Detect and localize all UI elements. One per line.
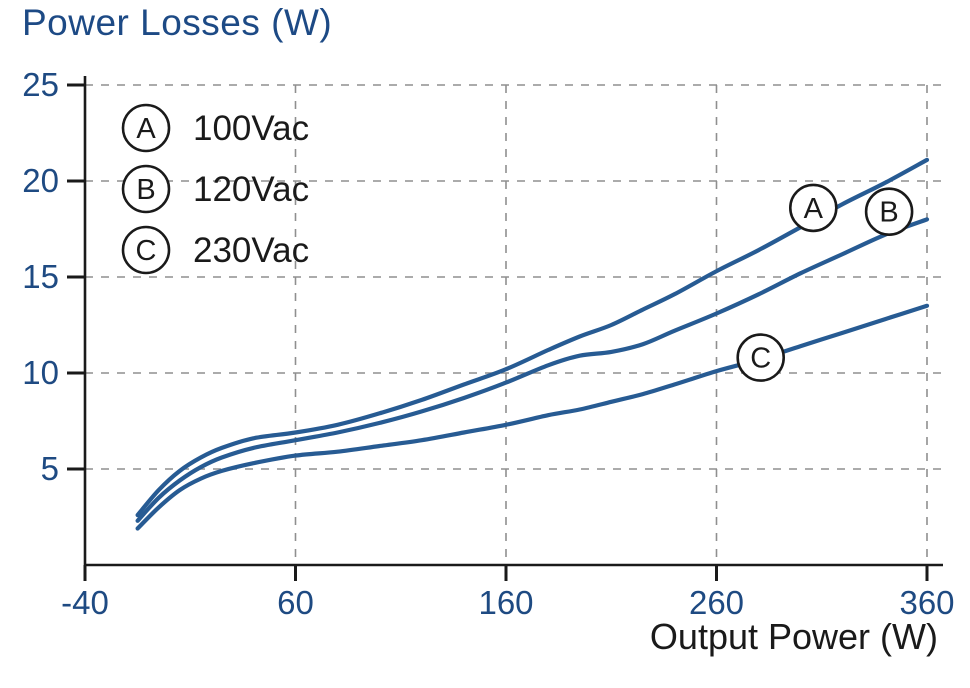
x-tick-label: -40 [61, 584, 109, 621]
tick-labels: 5 10 15 20 25 -40 60 160 260 360 [22, 66, 954, 621]
curve-label-A: A [788, 183, 838, 233]
y-tick-label: 5 [41, 450, 59, 487]
legend-marker-B: B [121, 164, 171, 214]
curve-label-B-circle [864, 187, 914, 236]
legend-marker-C-circle [121, 225, 171, 275]
axes [83, 76, 943, 567]
gridlines [85, 84, 943, 565]
curve-B [135, 217, 930, 523]
legend-marker-C-letter: C [136, 235, 157, 267]
y-tick-label: 25 [22, 66, 59, 103]
curve-labels: A B C [736, 183, 914, 382]
curve-label-A-circle [788, 183, 838, 233]
legend-marker-A-letter: A [136, 113, 156, 145]
curve-label-B: B [864, 187, 914, 236]
x-tick-label: 160 [478, 584, 533, 621]
legend: A 100Vac B 120Vac C 230Vac [121, 103, 309, 275]
legend-marker-B-letter: B [136, 174, 155, 206]
x-axis-label: Output Power (W) [649, 616, 938, 657]
curve-label-A-letter: A [804, 193, 824, 225]
y-tick-label: 15 [22, 258, 59, 295]
legend-text-C: 230Vac [193, 231, 309, 270]
x-tick-label: 360 [899, 584, 954, 621]
curve-A [135, 157, 930, 518]
legend-text-A: 100Vac [193, 109, 309, 148]
legend-text-B: 120Vac [193, 170, 309, 209]
tick-marks [67, 83, 929, 581]
curve-label-B-letter: B [879, 197, 898, 229]
x-tick-label: 60 [277, 584, 314, 621]
y-tick-label: 10 [22, 354, 59, 391]
curve-label-C: C [736, 333, 786, 382]
x-tick-label: 260 [689, 584, 744, 621]
y-tick-label: 20 [22, 162, 59, 199]
legend-marker-B-circle [121, 164, 171, 214]
curve-label-C-letter: C [750, 343, 771, 375]
legend-marker-A-circle [121, 103, 171, 153]
legend-marker-A: A [121, 103, 171, 153]
curve-label-C-circle [736, 333, 786, 382]
chart-title: Power Losses (W) [22, 2, 333, 43]
legend-marker-C: C [121, 225, 171, 275]
curve-C [135, 303, 930, 531]
